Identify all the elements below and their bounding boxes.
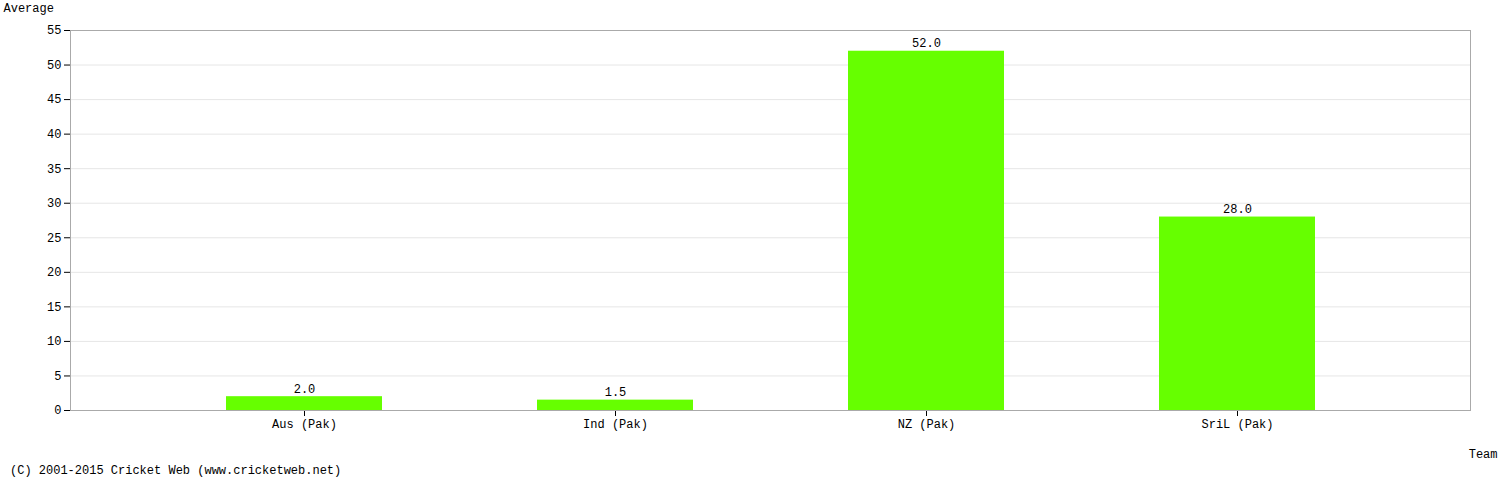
svg-text:30: 30 xyxy=(47,197,61,211)
svg-text:0: 0 xyxy=(54,404,61,418)
svg-text:Average: Average xyxy=(4,2,54,16)
svg-text:52.0: 52.0 xyxy=(912,37,941,51)
svg-text:40: 40 xyxy=(47,128,61,142)
html-text:(C) 2001-2015 Cricket Web (www: (C) 2001-2015 Cricket Web (www.cricketwe… xyxy=(10,464,342,478)
svg-text:1.5: 1.5 xyxy=(605,386,627,400)
svg-text:15: 15 xyxy=(47,301,61,315)
svg-text:10: 10 xyxy=(47,335,61,349)
svg-text:35: 35 xyxy=(47,163,61,177)
svg-text:50: 50 xyxy=(47,59,61,73)
svg-text:5: 5 xyxy=(54,370,61,384)
svg-text:55: 55 xyxy=(47,24,61,38)
svg-text:NZ (Pak): NZ (Pak) xyxy=(898,418,956,432)
svg-text:Aus (Pak): Aus (Pak) xyxy=(272,418,337,432)
svg-text:28.0: 28.0 xyxy=(1223,203,1252,217)
svg-text:25: 25 xyxy=(47,232,61,246)
svg-text:SriL (Pak): SriL (Pak) xyxy=(1201,418,1273,432)
svg-text:2.0: 2.0 xyxy=(294,383,316,397)
svg-text:45: 45 xyxy=(47,93,61,107)
svg-text:20: 20 xyxy=(47,266,61,280)
svg-text:Ind (Pak): Ind (Pak) xyxy=(583,418,648,432)
svg-text:Team: Team xyxy=(1469,448,1498,461)
